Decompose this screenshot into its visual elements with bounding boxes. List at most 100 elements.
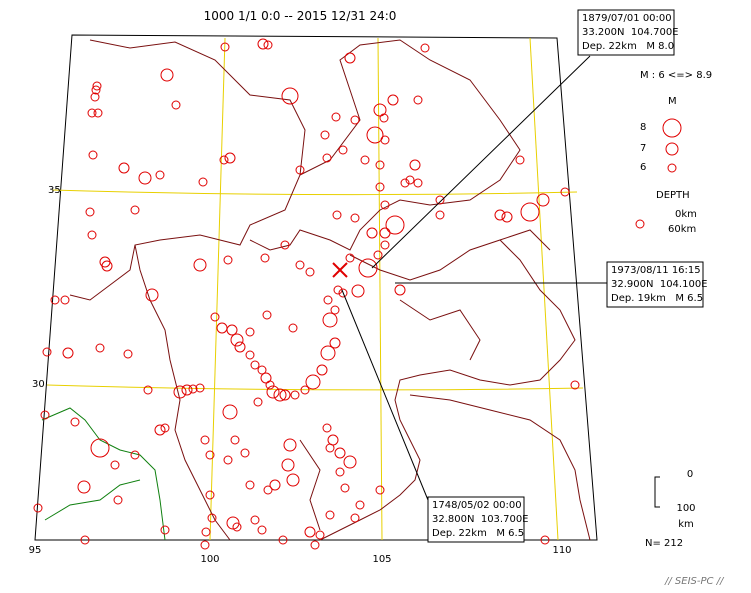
epicenter: [234, 341, 246, 353]
legend-symbol: [667, 163, 677, 173]
epicenter: [350, 115, 360, 125]
lon-label: 100: [200, 554, 219, 565]
epicenter: [232, 522, 242, 532]
epicenter: [253, 397, 263, 407]
epicenter: [332, 210, 342, 220]
epicenter: [245, 480, 255, 490]
border-line: [41, 407, 166, 541]
scale-label: 0: [687, 469, 693, 480]
epicenter: [331, 112, 341, 122]
graticule: [46, 37, 584, 541]
scale-label: 100: [676, 503, 695, 514]
epicenter: [501, 211, 513, 223]
epicenter: [85, 207, 95, 217]
epicenter: [305, 374, 321, 390]
epicenter: [113, 495, 123, 505]
epicenter: [280, 240, 290, 250]
epicenter: [92, 81, 102, 91]
epicenter: [250, 360, 260, 370]
epicenter: [409, 159, 421, 171]
epicenter: [288, 323, 298, 333]
epicenter: [330, 305, 340, 315]
epicenter: [322, 153, 332, 163]
epicenter: [387, 94, 399, 106]
callout-box: [606, 261, 704, 308]
epicenter: [295, 165, 305, 175]
epicenter: [173, 385, 187, 399]
epicenter: [345, 253, 355, 263]
epicenter: [200, 540, 210, 550]
callout-text: 1973/08/11 16:15: [611, 265, 701, 276]
epicenter: [279, 389, 291, 401]
epicenter: [322, 312, 338, 328]
event-count: N= 212: [645, 538, 683, 549]
epicenter: [230, 333, 244, 347]
legend-depth-title: DEPTH: [656, 190, 690, 201]
legend-symbol: [662, 118, 682, 138]
epicenter: [373, 250, 383, 260]
epicenter: [201, 527, 211, 537]
epicenter: [155, 170, 165, 180]
epicenter: [350, 513, 360, 523]
epicenter: [405, 175, 415, 185]
lat-label: 35: [48, 185, 61, 196]
legend-depth: 0km: [675, 209, 697, 220]
epicenter: [295, 260, 305, 270]
epicenter: [338, 145, 348, 155]
epicenter: [300, 385, 310, 395]
epicenter: [375, 160, 385, 170]
epicenter: [154, 424, 166, 436]
epicenter: [40, 410, 50, 420]
epicenter: [226, 324, 238, 336]
epicenter: [351, 284, 365, 298]
epicenter: [70, 417, 80, 427]
epicenter: [205, 450, 215, 460]
epicenter: [281, 458, 295, 472]
epicenter: [379, 227, 391, 239]
boundaries: [69, 39, 591, 541]
epicenter: [283, 438, 297, 452]
epicenter: [198, 177, 208, 187]
epicenter: [210, 312, 220, 322]
epicenter: [358, 258, 378, 278]
epicenter: [360, 155, 370, 165]
epicenter: [540, 535, 550, 545]
epicenter: [327, 434, 339, 446]
epicenter: [223, 255, 233, 265]
epicenter: [205, 490, 215, 500]
epicenter: [171, 100, 181, 110]
epicenter: [379, 113, 389, 123]
epicenter: [316, 364, 328, 376]
epicenter: [435, 195, 445, 205]
epicenter: [257, 365, 267, 375]
epicenter: [400, 178, 410, 188]
epicenter: [435, 210, 445, 220]
epicenter: [77, 480, 91, 494]
epicenter: [207, 513, 217, 523]
epicenter: [265, 380, 275, 390]
epicenter: [385, 215, 405, 235]
epicenter: [143, 385, 153, 395]
footer: // SEIS-PC //: [664, 576, 725, 587]
epicenter: [380, 135, 390, 145]
epicenter: [123, 349, 133, 359]
epicenter: [93, 108, 103, 118]
epicenter: [323, 295, 333, 305]
callout-box: [577, 9, 675, 56]
epicenter: [99, 256, 111, 268]
epicenter: [88, 150, 98, 160]
epicenter: [224, 152, 236, 164]
legend-range: M : 6 <=> 8.9: [640, 70, 712, 81]
epicenter: [130, 450, 140, 460]
epicenter: [335, 467, 345, 477]
epicenter: [230, 435, 240, 445]
epicenter: [245, 327, 255, 337]
epicenter: [193, 258, 207, 272]
epicenter: [95, 343, 105, 353]
epicenter: [340, 483, 350, 493]
epicenter: [87, 230, 97, 240]
epicenter: [160, 423, 170, 433]
epicenter: [42, 347, 52, 357]
epicenter: [145, 288, 159, 302]
